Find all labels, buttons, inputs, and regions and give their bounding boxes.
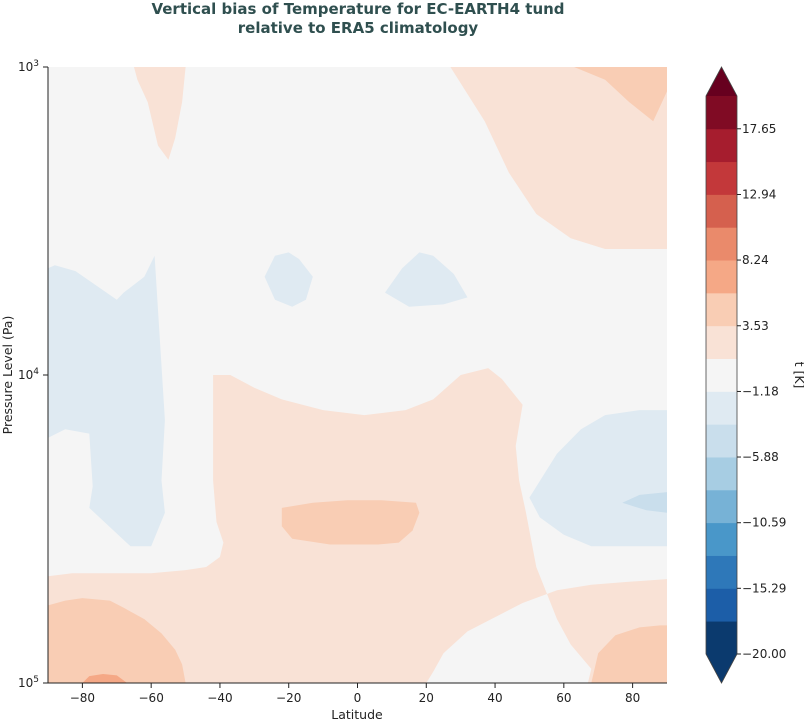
x-tick-label: −60 bbox=[139, 691, 164, 705]
colorbar: 17.65 12.94 8.24 3.53 −1.18 −5.88 −10.59 −15.29… bbox=[705, 66, 786, 684]
contour-region-cool-bias-nh-lower-core bbox=[622, 492, 667, 513]
colorbar-under-arrow bbox=[706, 654, 737, 683]
contour-region-warm-bias-nh-surface bbox=[591, 625, 667, 683]
x-tick-label: −40 bbox=[207, 691, 232, 705]
y-tick-label: 104 bbox=[18, 367, 39, 382]
x-tick-label: 0 bbox=[354, 691, 362, 705]
contour-region-cool-bias-small bbox=[264, 252, 313, 307]
colorbar-segment bbox=[706, 489, 737, 524]
contour-region-cool-bias-nh-lower bbox=[529, 410, 667, 547]
contour-region-warm-bias-upper-sh bbox=[134, 67, 186, 160]
colorbar-tick-label: 17.65 bbox=[742, 122, 776, 136]
colorbar-segment bbox=[706, 128, 737, 163]
colorbar-segment bbox=[706, 96, 737, 130]
x-axis: −80 −60 −40 −20 0 20 40 60 80 bbox=[48, 682, 667, 705]
colorbar-segment bbox=[706, 325, 737, 359]
colorbar-tick-label: −5.88 bbox=[742, 450, 779, 464]
colorbar-segment bbox=[706, 588, 737, 622]
y-axis-label: Pressure Level (Pa) bbox=[0, 316, 15, 435]
chart-title-line-2: relative to ERA5 climatology bbox=[237, 19, 479, 37]
contour-region-warm-bias-sh-surface-core bbox=[82, 674, 128, 683]
y-axis: 103 104 105 bbox=[18, 59, 49, 690]
y-tick-label: 103 bbox=[18, 59, 39, 74]
x-axis-label: Latitude bbox=[331, 707, 383, 722]
colorbar-segment bbox=[706, 260, 737, 294]
colorbar-tick-label: −1.18 bbox=[742, 384, 779, 398]
contour-region-cool-bias-sh-strat bbox=[48, 255, 165, 547]
colorbar-label: t [K] bbox=[792, 362, 804, 389]
colorbar-segment bbox=[706, 522, 737, 556]
chart-title: Vertical bias of Temperature for EC-EART… bbox=[0, 0, 716, 38]
colorbar-segment bbox=[706, 424, 737, 458]
x-tick-label: −20 bbox=[276, 691, 301, 705]
chart-title-line-1: Vertical bias of Temperature for EC-EART… bbox=[151, 0, 565, 18]
colorbar-segment bbox=[706, 555, 737, 589]
x-tick-label: −80 bbox=[70, 691, 95, 705]
contour-region-cool-bias-tropics-upper bbox=[385, 252, 468, 307]
contour-region-warm-bias-upper-nh bbox=[450, 67, 667, 249]
colorbar-segment bbox=[706, 161, 737, 195]
colorbar-segment bbox=[706, 227, 737, 261]
colorbar-tick-label: 8.24 bbox=[742, 253, 769, 267]
contour-region-warm-bias-upper-nh-pole bbox=[574, 67, 667, 122]
colorbar-tick-label: −10.59 bbox=[742, 516, 786, 530]
contour-region-warm-bias-sh-surface bbox=[48, 598, 186, 683]
x-tick-label: 80 bbox=[625, 691, 640, 705]
colorbar-segment bbox=[706, 391, 737, 425]
colorbar-segment bbox=[706, 292, 737, 327]
colorbar-segment bbox=[706, 358, 737, 392]
y-tick-label: 105 bbox=[18, 675, 39, 690]
colorbar-tick-label: −15.29 bbox=[742, 581, 786, 595]
colorbar-tick-label: −20.00 bbox=[742, 647, 786, 661]
colorbar-tick-label: 12.94 bbox=[742, 187, 776, 201]
x-tick-label: 40 bbox=[487, 691, 502, 705]
colorbar-segment bbox=[706, 194, 737, 228]
contour-region-warm-bias-midtrop-core bbox=[281, 500, 420, 545]
x-tick-label: 20 bbox=[419, 691, 434, 705]
colorbar-segment bbox=[706, 457, 737, 491]
colorbar-over-arrow bbox=[706, 67, 737, 96]
contour-regions bbox=[48, 67, 667, 683]
x-tick-label: 60 bbox=[556, 691, 571, 705]
colorbar-segment bbox=[706, 621, 737, 655]
colorbar-tick-label: 3.53 bbox=[742, 319, 769, 333]
